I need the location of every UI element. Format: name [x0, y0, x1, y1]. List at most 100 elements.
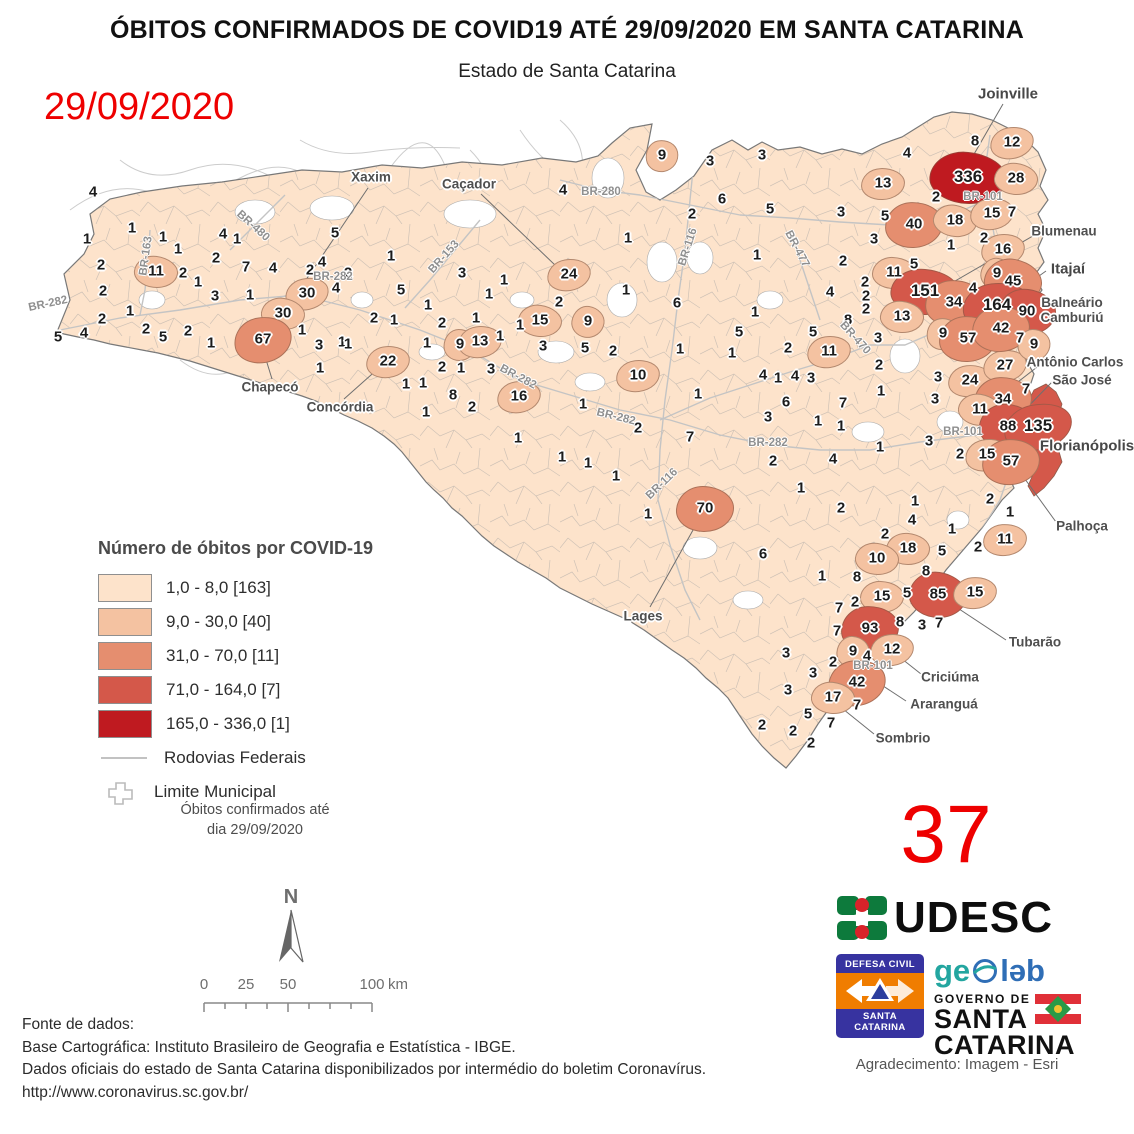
death-count-label: 3 [314, 336, 324, 354]
death-count-label: 13 [874, 174, 892, 192]
death-count-label: 2 [955, 445, 965, 463]
death-count-label: 2 [806, 734, 816, 752]
scale-tick-label: 100 [359, 976, 385, 993]
legend-roads-row: Rodovias Federais [98, 741, 458, 775]
death-count-label: 9 [992, 264, 1002, 282]
death-count-label: 10 [868, 549, 886, 567]
legend-class-row: 165,0 - 336,0 [1] [98, 707, 458, 741]
death-count-label: 8 [895, 613, 905, 631]
road-label: BR-282 [595, 406, 637, 428]
road-label: BR-116 [643, 466, 681, 502]
north-arrow-icon [279, 909, 304, 963]
death-count-label: 1 [206, 334, 216, 352]
death-count-label: 1 [418, 374, 428, 392]
death-count-label: 5 [158, 328, 168, 346]
death-count-label: 1 [875, 438, 885, 456]
death-count-label: 9 [583, 312, 593, 330]
death-count-label: 5 [902, 584, 912, 602]
death-count-label: 24 [961, 371, 979, 389]
death-count-label: 135 [1023, 416, 1053, 435]
city-label: Araranguá [910, 696, 978, 712]
death-count-label: 5 [765, 200, 775, 218]
legend-title: Número de óbitos por COVID-19 [98, 538, 374, 558]
death-count-label: 1 [82, 230, 92, 248]
death-count-label: 1 [578, 395, 588, 413]
legend-class-label: 31,0 - 70,0 [11] [166, 646, 280, 665]
death-count-label: 2 [874, 356, 884, 374]
death-count-label: 1 [422, 334, 432, 352]
legend-class-row: 9,0 - 30,0 [40] [98, 605, 458, 639]
legend-swatch [98, 642, 152, 670]
death-count-label: 4 [825, 283, 835, 301]
death-count-label: 1 [727, 344, 737, 362]
legend-class-row: 71,0 - 164,0 [7] [98, 673, 458, 707]
death-count-label: 3 [763, 408, 773, 426]
city-label: Concórdia [306, 399, 374, 415]
death-count-label: 2 [860, 273, 870, 291]
death-count-label: 1 [675, 340, 685, 358]
city-label: Joinville [977, 85, 1039, 103]
sc-flag-icon [1034, 994, 1081, 1024]
death-count-label: 18 [899, 539, 917, 557]
death-count-label: 11 [886, 263, 902, 281]
death-count-label: 9 [848, 642, 858, 660]
death-count-label: 2 [467, 398, 477, 416]
death-count-label: 2 [98, 282, 108, 300]
legend: Número de óbitos por COVID-19 1,0 - 8,0 … [98, 538, 458, 809]
death-count-label: 70 [696, 499, 714, 517]
death-count-label: 12 [883, 640, 901, 658]
road-label: BR-116 [676, 226, 700, 268]
city-label: Balneário Camburiú [1040, 295, 1104, 325]
death-count-label: 2 [850, 593, 860, 611]
death-count-label: 3 [705, 152, 715, 170]
death-count-label: 2 [979, 229, 989, 247]
udesc-wordmark: UDESC [894, 893, 1054, 942]
road-label: BR-153 [426, 238, 462, 276]
death-count-label: 7 [826, 714, 836, 732]
death-count-label: 1 [773, 369, 783, 387]
death-count-label: 1 [297, 321, 307, 339]
death-count-label: 8 [921, 562, 931, 580]
source-line: Fonte de dados: [22, 1016, 135, 1033]
road-label: BR-282 [748, 437, 788, 449]
death-count-label: 45 [1004, 272, 1022, 290]
page-subtitle: Estado de Santa Catarina [458, 61, 676, 82]
death-count-label: 3 [836, 203, 846, 221]
death-count-label: 336 [953, 167, 983, 186]
death-count-label: 67 [254, 330, 272, 348]
death-count-label: 1 [513, 429, 523, 447]
death-count-label: 2 [305, 261, 315, 279]
legend-limit-label: Limite Municipal [154, 782, 276, 801]
death-count-label: 3 [806, 369, 816, 387]
defesa-civil-label: DEFESA CIVIL [845, 959, 915, 970]
death-count-label: 1 [752, 246, 762, 264]
state-shape [56, 111, 1049, 769]
death-count-label: 1 [232, 230, 242, 248]
death-count-label: 15 [966, 583, 984, 601]
death-count-label: 7 [834, 599, 844, 617]
death-count-label: 2 [931, 188, 941, 206]
scale-tick-label: 25 [237, 976, 255, 993]
city-label: Chapecó [241, 379, 299, 395]
death-count-label: 3 [924, 432, 934, 450]
death-count-label: 7 [1021, 380, 1031, 398]
death-count-label: 93 [861, 619, 879, 637]
death-count-label: 30 [298, 284, 316, 302]
death-count-label: 11 [821, 342, 837, 360]
death-count-label: 1 [557, 448, 567, 466]
death-count-label: 3 [873, 329, 883, 347]
death-count-label: 1 [337, 333, 347, 351]
death-count-label: 2 [633, 419, 643, 437]
road-label: BR-101 [853, 660, 893, 672]
death-count-label: 1 [386, 247, 396, 265]
death-count-label: 1 [125, 302, 135, 320]
date-stamp: 29/09/2020 [44, 86, 235, 128]
neighbor-boundaries [69, 119, 583, 387]
defesa-civil-emblem [836, 972, 924, 1009]
legend-swatch [98, 676, 152, 704]
death-count-label: 1 [495, 327, 505, 345]
death-count-label: 2 [861, 287, 871, 305]
death-count-label: 30 [274, 304, 292, 322]
udesc-icon [837, 896, 887, 940]
